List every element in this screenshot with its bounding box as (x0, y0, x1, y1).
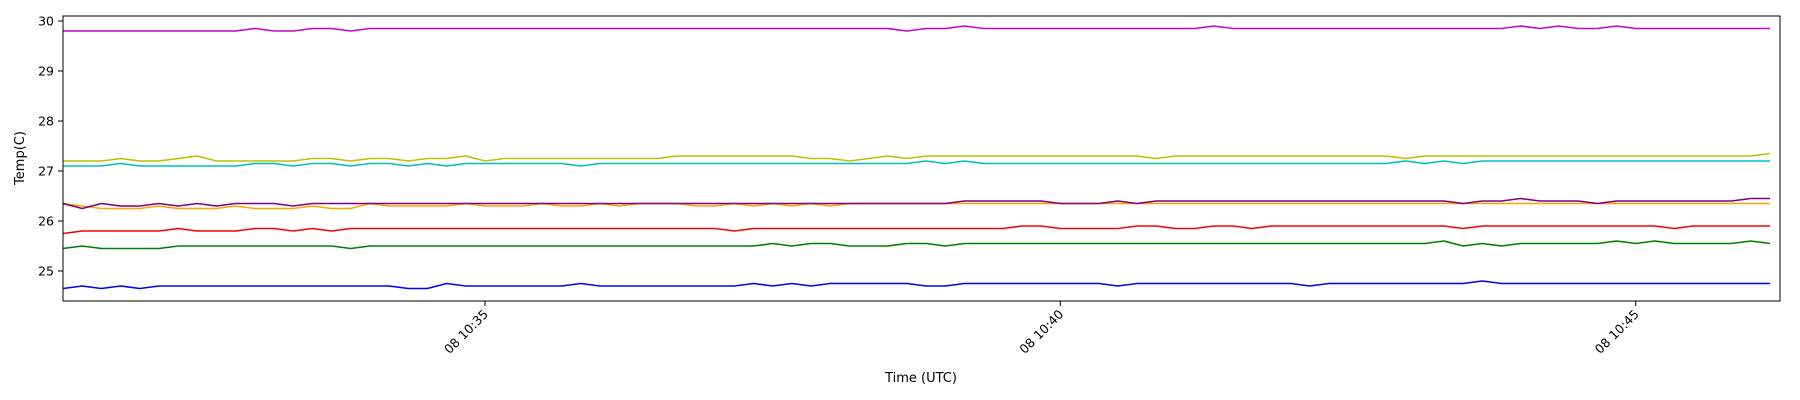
series-line-5 (62, 197, 1770, 210)
y-tick-label: 28 (38, 114, 54, 129)
series-layer (62, 25, 1771, 290)
series-line-6 (62, 225, 1770, 235)
y-tick-label: 26 (38, 214, 54, 229)
y-axis-title: Temp(C) (13, 131, 28, 186)
y-tick-label: 29 (38, 64, 54, 79)
y-tick-label: 30 (38, 14, 54, 29)
series-line-2 (63, 152, 1771, 162)
plot-frame (62, 15, 1781, 302)
y-axis: 25 26 27 28 29 30 (38, 14, 63, 279)
series-line-1 (63, 25, 1770, 32)
y-tick-label: 27 (38, 164, 54, 179)
series-line-3 (63, 160, 1770, 167)
series-line-7 (62, 240, 1771, 250)
series-line-8 (62, 280, 1770, 290)
y-tick-label: 25 (38, 264, 54, 279)
x-axis-title: Time (UTC) (884, 371, 957, 386)
